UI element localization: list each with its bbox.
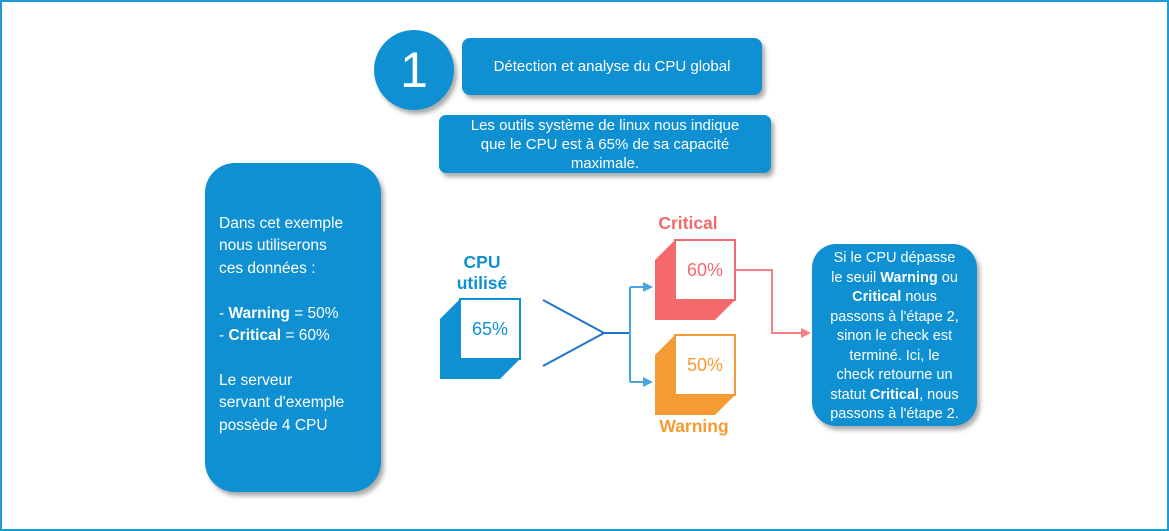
text-line: le seuil Warning ou	[831, 269, 958, 286]
text-line: Les outils système de linux nous indique	[470, 116, 740, 134]
critical-label: Critical	[658, 213, 718, 233]
text-line: check retourne un	[836, 367, 953, 383]
left-note-box: Dans cet exemple nous utiliserons ces donn…	[205, 163, 381, 492]
right-note-box: Si le CPU dépasse le seuil Warning ou Crit…	[812, 244, 977, 426]
text-line: Si le CPU dépasse	[833, 250, 956, 266]
step-title: Détection et analyse du CPU global	[493, 58, 731, 75]
step-title-box: Détection et analyse du CPU global	[462, 38, 762, 95]
text-line: utilisé	[456, 273, 508, 293]
split-connector	[542, 299, 607, 367]
text-line: possède 4 CPU	[219, 416, 328, 434]
text-line	[219, 280, 373, 302]
text-line: nous utiliserons	[219, 237, 327, 255]
text-line	[219, 347, 373, 369]
text-line: passons à l'étape 2,	[830, 308, 959, 325]
text-line: - Critical = 60%	[219, 327, 330, 345]
text-line: statut Critical, nous	[830, 386, 959, 403]
text-line: Critical nous	[852, 289, 937, 305]
text-line: Le serveur	[219, 371, 293, 389]
critical-to-note-connector	[735, 269, 801, 334]
critical-value-box: 60%	[655, 239, 736, 320]
arrowhead-to-warning-icon	[643, 377, 653, 387]
warning-box-face	[674, 334, 736, 396]
text-line: Dans cet exemple	[219, 215, 344, 232]
warning-label: Warning	[659, 416, 729, 436]
text-line: maximale.	[570, 154, 640, 172]
warning-value: 50%	[687, 355, 723, 375]
cpu-value-box: 65%	[440, 298, 521, 379]
text-line: ces données :	[219, 259, 316, 277]
arrowhead-to-critical-icon	[643, 282, 653, 292]
text-line: passons à l'étape 2.	[830, 406, 959, 422]
text-line: servant d'exemple	[219, 394, 345, 412]
text-line: CPU	[463, 252, 501, 272]
cpu-value: 65%	[472, 319, 508, 339]
warning-value-box: 50%	[655, 334, 736, 415]
text-line: que le CPU est à 65% de sa capacité	[480, 135, 730, 153]
text-line: - Warning = 50%	[219, 304, 339, 322]
cpu-used-label: CPU utilisé	[432, 252, 532, 294]
arrowhead-to-note-icon	[801, 328, 811, 338]
subtitle-box: Les outils système de linux nous indique…	[439, 115, 771, 173]
step-number-badge: 1	[374, 30, 454, 110]
cpu-box-face	[459, 298, 521, 360]
critical-value: 60%	[687, 260, 723, 280]
text-line: terminé. Ici, le	[849, 347, 940, 364]
branch-bracket	[629, 286, 644, 383]
step-number: 1	[400, 42, 428, 98]
text-line: sinon le check est	[836, 328, 953, 344]
